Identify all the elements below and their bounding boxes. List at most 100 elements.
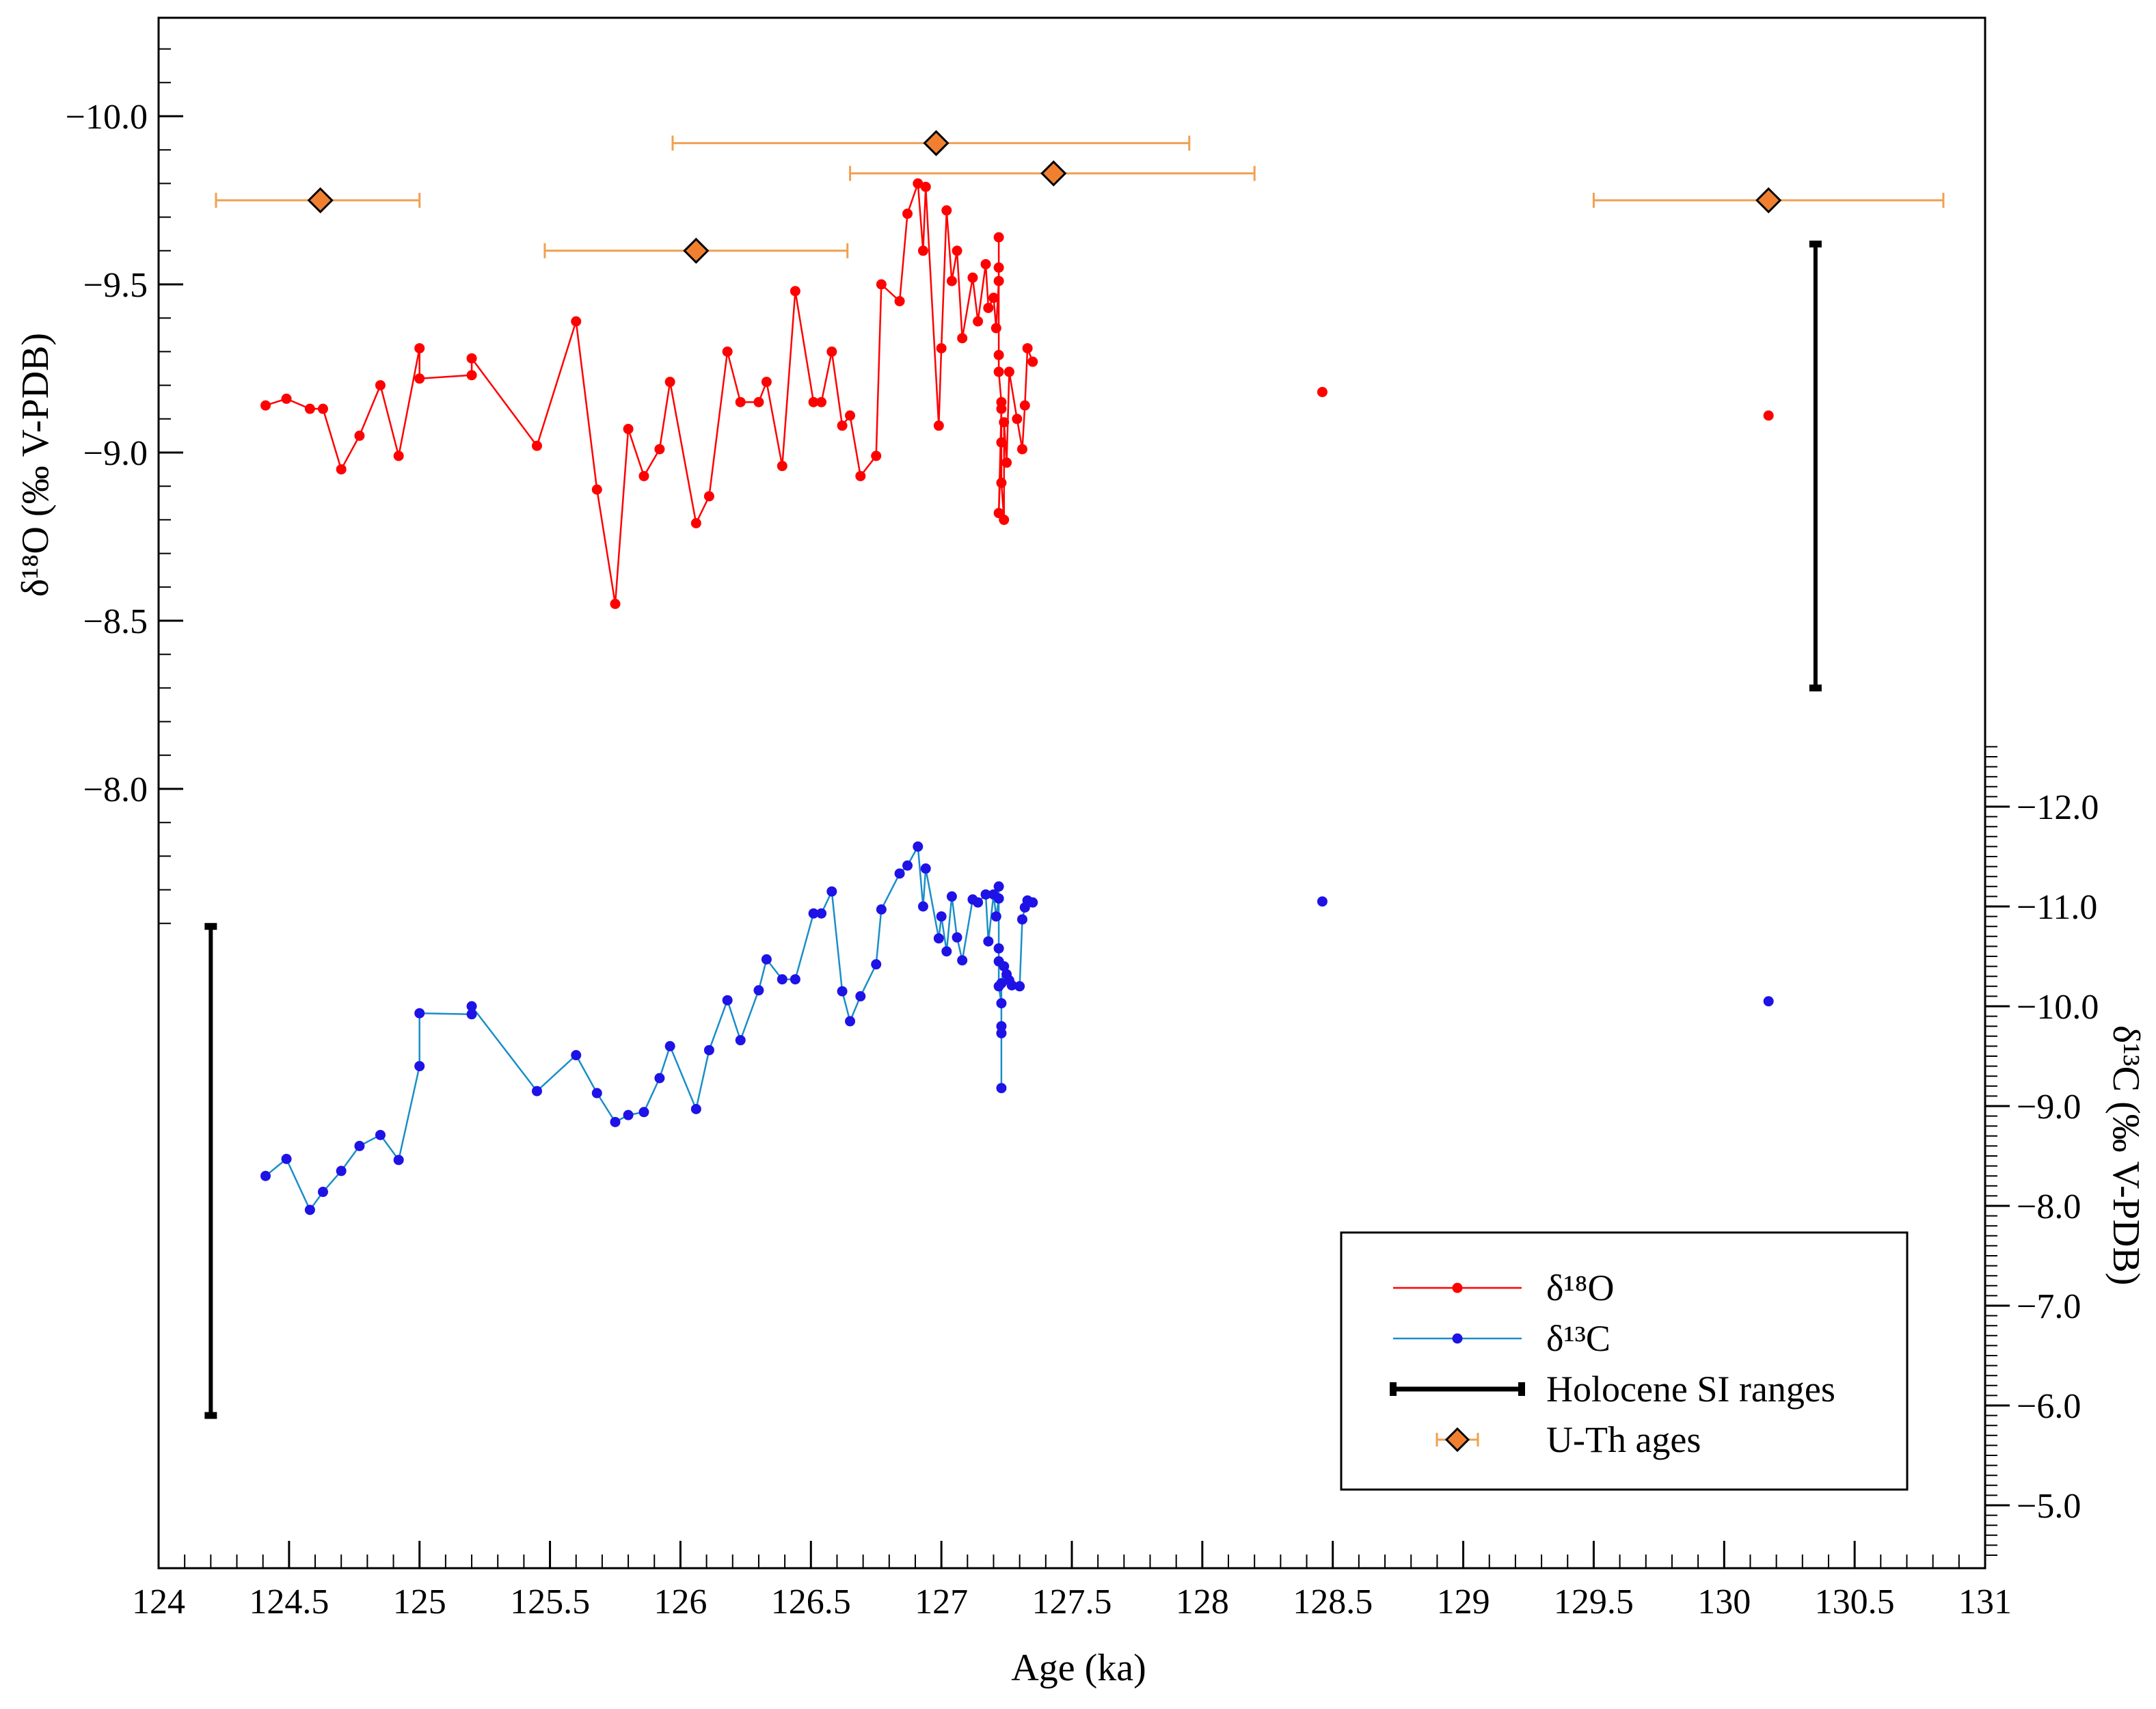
d13c-data-point [375, 1130, 386, 1140]
d18o-data-point [1020, 401, 1030, 411]
legend-si-cap [1518, 1382, 1525, 1396]
legend-label-uth: U-Th ages [1546, 1419, 1701, 1460]
d13c-data-point [414, 1061, 425, 1071]
d18o-data-point [691, 518, 701, 528]
d13c-data-point [934, 933, 944, 943]
y-right-tick-label: −5.0 [2017, 1487, 2081, 1526]
y-right-tick-label: −9.0 [2017, 1088, 2081, 1127]
d18o-data-point [394, 450, 404, 461]
d13c-data-point [845, 1016, 855, 1026]
d13c-data-point [623, 1110, 634, 1120]
d13c-data-point [816, 909, 826, 919]
d18o-data-point [1764, 410, 1774, 420]
holocene-si-cap [204, 923, 217, 930]
d13c-data-point [665, 1041, 675, 1051]
x-tick-label: 130 [1697, 1583, 1751, 1621]
d18o-data-point [983, 303, 993, 313]
d18o-data-point [967, 273, 978, 283]
d18o-data-point [999, 515, 1009, 525]
d18o-data-point [876, 280, 887, 290]
d13c-data-point [571, 1050, 581, 1060]
d18o-data-point [999, 417, 1009, 427]
d18o-data-point [973, 317, 983, 327]
d18o-data-point [871, 450, 881, 461]
d18o-data-point [837, 420, 848, 431]
d13c-data-point [354, 1141, 364, 1151]
y-left-tick-label: −9.0 [83, 434, 148, 473]
d18o-data-point [855, 471, 865, 481]
d18o-data-point [952, 245, 962, 256]
d13c-data-point [947, 891, 957, 902]
d18o-data-point [336, 464, 347, 474]
d18o-data-point [1004, 366, 1014, 377]
d18o-data-point [994, 350, 1004, 360]
d13c-data-point [610, 1117, 621, 1127]
d18o-data-point [918, 245, 928, 256]
d18o-data-point [921, 182, 931, 192]
d18o-data-point [1012, 414, 1022, 424]
x-tick-label: 125 [393, 1583, 446, 1621]
d13c-data-point [260, 1171, 271, 1181]
x-tick-label: 125.5 [510, 1583, 590, 1621]
d13c-data-point [991, 911, 1001, 921]
d13c-data-point [913, 842, 923, 852]
d18o-data-point [318, 404, 328, 414]
d13c-data-point [736, 1035, 746, 1045]
y-right-tick-label: −6.0 [2017, 1387, 2081, 1426]
d18o-data-point [845, 410, 855, 420]
d13c-data-point [957, 955, 967, 965]
holocene-si-cap [1809, 684, 1822, 691]
holocene-si-cap [1809, 241, 1822, 247]
x-tick-label: 124 [132, 1583, 185, 1621]
d13c-data-point [973, 898, 983, 908]
y-right-tick-label: −10.0 [2017, 988, 2099, 1027]
d18o-data-point [816, 397, 826, 407]
d13c-data-point [638, 1107, 649, 1117]
d18o-data-point [947, 276, 957, 286]
y-left-tick-label: −9.5 [83, 266, 148, 305]
d18o-data-point [1317, 387, 1328, 397]
d13c-data-point [996, 1083, 1006, 1093]
d13c-data-point [532, 1086, 542, 1096]
legend-d18o-marker [1453, 1283, 1463, 1293]
d18o-data-point [654, 444, 664, 455]
d13c-data-point [921, 863, 931, 874]
d13c-data-point [691, 1104, 701, 1114]
x-tick-label: 130.5 [1815, 1583, 1895, 1621]
d18o-data-point [902, 208, 913, 219]
d18o-data-point [467, 370, 477, 380]
d13c-data-point [753, 985, 764, 995]
d13c-data-point [305, 1205, 315, 1215]
d18o-data-point [994, 232, 1004, 243]
d13c-data-point [704, 1045, 714, 1055]
d13c-data-point [1317, 896, 1328, 906]
d18o-data-point [991, 323, 1001, 333]
d18o-data-point [610, 599, 621, 609]
x-tick-label: 127 [915, 1583, 968, 1621]
d18o-data-point [994, 263, 1004, 273]
x-tick-label: 129 [1437, 1583, 1490, 1621]
x-tick-label: 131 [1958, 1583, 2012, 1621]
y-right-tick-label: −11.0 [2017, 888, 2097, 927]
x-tick-label: 126 [653, 1583, 707, 1621]
legend-label-si: Holocene SI ranges [1546, 1369, 1835, 1410]
d13c-data-point [936, 911, 947, 921]
holocene-si-cap [204, 1412, 217, 1419]
x-tick-label: 126.5 [771, 1583, 851, 1621]
d18o-data-point [414, 373, 425, 383]
d13c-data-point [1017, 914, 1027, 924]
d18o-data-point [826, 347, 837, 357]
d18o-data-point [260, 401, 271, 411]
d18o-data-point [988, 293, 999, 303]
legend-d13c-marker [1453, 1334, 1463, 1344]
x-axis-label: Age (ka) [1011, 1647, 1146, 1689]
d18o-data-point [375, 380, 386, 390]
d13c-data-point [762, 954, 772, 965]
d13c-data-point [723, 995, 733, 1006]
d18o-data-point [592, 485, 602, 495]
d13c-data-point [394, 1155, 404, 1165]
d18o-data-point [532, 441, 542, 451]
d13c-data-point [837, 986, 848, 997]
